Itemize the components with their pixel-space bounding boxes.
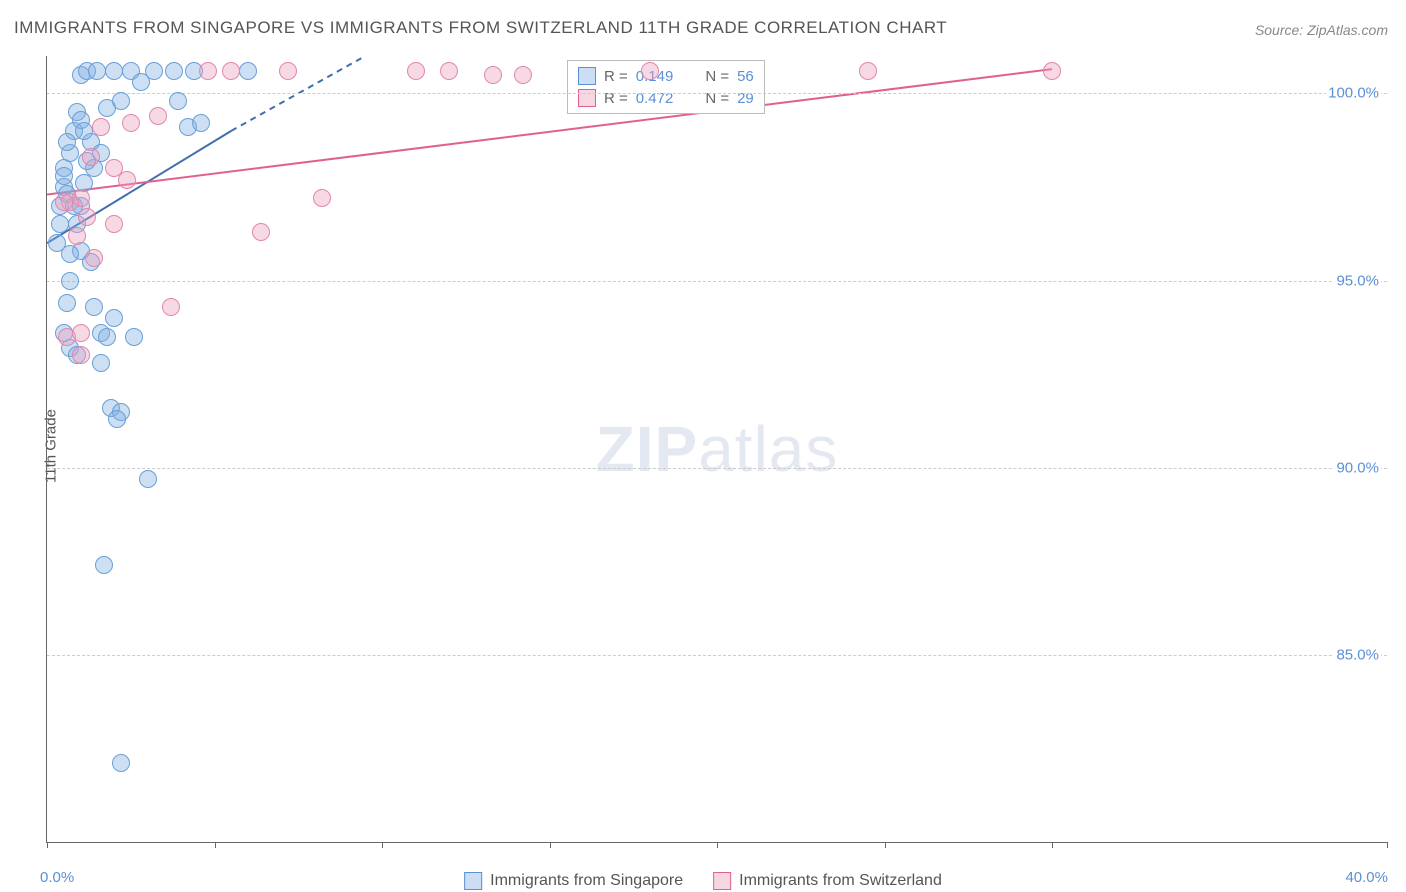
scatter-point-switzerland: [313, 189, 331, 207]
r-label: R =: [604, 68, 628, 85]
scatter-point-singapore: [92, 354, 110, 372]
legend-swatch-pink: [713, 872, 731, 890]
y-axis-tick-label: 90.0%: [1334, 459, 1381, 476]
legend-item-switzerland: Immigrants from Switzerland: [713, 872, 942, 890]
scatter-point-switzerland: [82, 148, 100, 166]
scatter-point-switzerland: [252, 223, 270, 241]
n-value-singapore: 56: [737, 68, 754, 85]
scatter-point-singapore: [169, 92, 187, 110]
scatter-point-switzerland: [440, 62, 458, 80]
x-axis-tick: [215, 842, 216, 848]
legend-item-singapore: Immigrants from Singapore: [464, 872, 683, 890]
x-axis-tick: [47, 842, 48, 848]
scatter-point-singapore: [98, 328, 116, 346]
scatter-point-singapore: [58, 133, 76, 151]
scatter-point-switzerland: [279, 62, 297, 80]
x-axis-tick: [382, 842, 383, 848]
scatter-point-singapore: [239, 62, 257, 80]
scatter-point-singapore: [58, 294, 76, 312]
scatter-point-switzerland: [72, 346, 90, 364]
legend-swatch-pink: [578, 89, 596, 107]
scatter-point-singapore: [55, 167, 73, 185]
legend-swatch-blue: [464, 872, 482, 890]
scatter-point-singapore: [95, 556, 113, 574]
scatter-point-switzerland: [484, 66, 502, 84]
n-label: N =: [705, 68, 729, 85]
scatter-point-singapore: [165, 62, 183, 80]
scatter-point-switzerland: [105, 215, 123, 233]
scatter-point-singapore: [145, 62, 163, 80]
r-label: R =: [604, 90, 628, 107]
scatter-point-singapore: [108, 410, 126, 428]
x-axis-tick: [717, 842, 718, 848]
scatter-point-switzerland: [859, 62, 877, 80]
scatter-point-switzerland: [149, 107, 167, 125]
x-axis-label-min: 0.0%: [40, 869, 74, 886]
scatter-point-switzerland: [118, 171, 136, 189]
scatter-point-singapore: [105, 62, 123, 80]
gridline-h: [47, 655, 1387, 656]
scatter-point-switzerland: [85, 249, 103, 267]
legend-label-switzerland: Immigrants from Switzerland: [739, 872, 942, 890]
r-value-switzerland: 0.472: [636, 90, 674, 107]
scatter-point-singapore: [85, 298, 103, 316]
stats-legend-row-singapore: R = 0.149 N = 56: [578, 65, 754, 87]
y-axis-tick-label: 100.0%: [1326, 85, 1381, 102]
n-value-switzerland: 29: [737, 90, 754, 107]
scatter-point-switzerland: [1043, 62, 1061, 80]
stats-legend: R = 0.149 N = 56 R = 0.472 N = 29: [567, 60, 765, 114]
gridline-h: [47, 93, 1387, 94]
scatter-point-switzerland: [92, 118, 110, 136]
scatter-point-switzerland: [122, 114, 140, 132]
legend-swatch-blue: [578, 67, 596, 85]
scatter-point-singapore: [139, 470, 157, 488]
scatter-point-singapore: [51, 215, 69, 233]
scatter-point-singapore: [125, 328, 143, 346]
source-label: Source: ZipAtlas.com: [1255, 22, 1388, 38]
scatter-point-singapore: [112, 92, 130, 110]
chart-plot-area: ZIPatlas R = 0.149 N = 56 R = 0.472 N = …: [46, 56, 1387, 843]
gridline-h: [47, 468, 1387, 469]
scatter-point-switzerland: [78, 208, 96, 226]
chart-title: IMMIGRANTS FROM SINGAPORE VS IMMIGRANTS …: [14, 18, 947, 38]
x-axis-tick: [550, 842, 551, 848]
scatter-point-switzerland: [199, 62, 217, 80]
x-axis-tick: [885, 842, 886, 848]
scatter-point-switzerland: [407, 62, 425, 80]
scatter-point-singapore: [112, 754, 130, 772]
scatter-point-switzerland: [514, 66, 532, 84]
scatter-point-switzerland: [641, 62, 659, 80]
watermark: ZIPatlas: [596, 412, 839, 486]
scatter-point-switzerland: [72, 324, 90, 342]
scatter-point-singapore: [61, 272, 79, 290]
scatter-point-singapore: [192, 114, 210, 132]
scatter-point-singapore: [75, 122, 93, 140]
y-axis-tick-label: 85.0%: [1334, 646, 1381, 663]
series-legend: Immigrants from Singapore Immigrants fro…: [464, 872, 942, 890]
scatter-point-singapore: [105, 309, 123, 327]
scatter-point-switzerland: [55, 193, 73, 211]
stats-legend-row-switzerland: R = 0.472 N = 29: [578, 87, 754, 109]
x-axis-tick: [1052, 842, 1053, 848]
scatter-point-switzerland: [222, 62, 240, 80]
scatter-point-switzerland: [162, 298, 180, 316]
x-axis-tick: [1387, 842, 1388, 848]
gridline-h: [47, 281, 1387, 282]
scatter-point-switzerland: [68, 227, 86, 245]
scatter-point-singapore: [61, 245, 79, 263]
y-axis-tick-label: 95.0%: [1334, 272, 1381, 289]
n-label: N =: [705, 90, 729, 107]
x-axis-label-max: 40.0%: [1345, 869, 1388, 886]
trend-lines-layer: [47, 56, 1387, 842]
legend-label-singapore: Immigrants from Singapore: [490, 872, 683, 890]
scatter-point-singapore: [88, 62, 106, 80]
